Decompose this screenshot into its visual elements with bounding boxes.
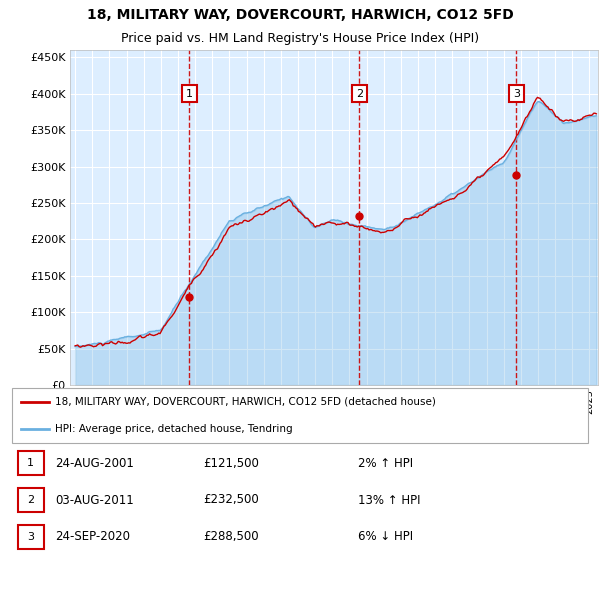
Text: 1: 1: [185, 88, 193, 99]
Text: £288,500: £288,500: [203, 530, 259, 543]
Text: 24-SEP-2020: 24-SEP-2020: [55, 530, 130, 543]
Text: Price paid vs. HM Land Registry's House Price Index (HPI): Price paid vs. HM Land Registry's House …: [121, 31, 479, 45]
Text: 13% ↑ HPI: 13% ↑ HPI: [358, 493, 420, 506]
Text: HPI: Average price, detached house, Tendring: HPI: Average price, detached house, Tend…: [55, 424, 293, 434]
Text: £121,500: £121,500: [203, 457, 259, 470]
FancyBboxPatch shape: [18, 488, 44, 512]
Text: 2% ↑ HPI: 2% ↑ HPI: [358, 457, 413, 470]
Text: 24-AUG-2001: 24-AUG-2001: [55, 457, 134, 470]
Text: 18, MILITARY WAY, DOVERCOURT, HARWICH, CO12 5FD: 18, MILITARY WAY, DOVERCOURT, HARWICH, C…: [86, 8, 514, 22]
FancyBboxPatch shape: [18, 451, 44, 476]
Text: 6% ↓ HPI: 6% ↓ HPI: [358, 530, 413, 543]
Text: 3: 3: [27, 532, 34, 542]
Text: 03-AUG-2011: 03-AUG-2011: [55, 493, 134, 506]
Text: £232,500: £232,500: [203, 493, 259, 506]
Text: 2: 2: [27, 495, 34, 505]
FancyBboxPatch shape: [18, 525, 44, 549]
Text: 3: 3: [513, 88, 520, 99]
FancyBboxPatch shape: [12, 388, 588, 443]
Text: 18, MILITARY WAY, DOVERCOURT, HARWICH, CO12 5FD (detached house): 18, MILITARY WAY, DOVERCOURT, HARWICH, C…: [55, 396, 436, 407]
Text: 2: 2: [356, 88, 363, 99]
Text: 1: 1: [27, 458, 34, 468]
